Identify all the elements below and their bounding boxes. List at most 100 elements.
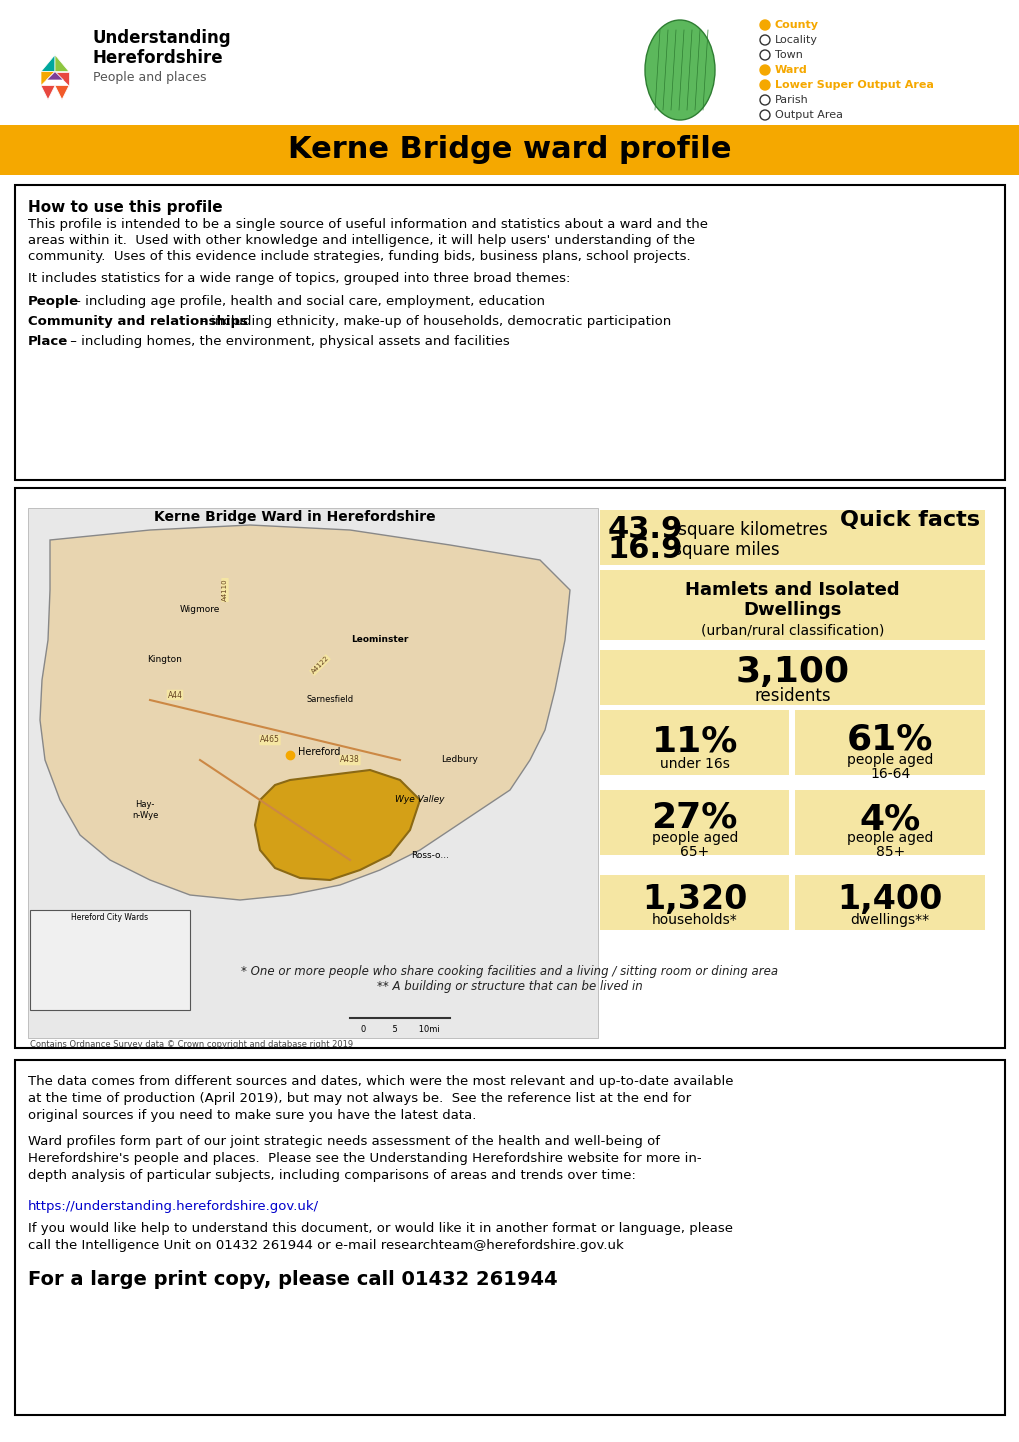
Bar [795, 790, 984, 855]
Text: – including homes, the environment, physical assets and facilities: – including homes, the environment, phys… [66, 335, 510, 348]
Text: Hereford: Hereford [298, 747, 340, 757]
Text: 3,100: 3,100 [735, 655, 849, 689]
Text: The data comes from different sources and dates, which were the most relevant an: The data comes from different sources an… [28, 1074, 733, 1089]
Text: Quick facts: Quick facts [840, 510, 979, 531]
Text: Ward profiles form part of our joint strategic needs assessment of the health an: Ward profiles form part of our joint str… [28, 1135, 659, 1148]
Text: Kington: Kington [148, 656, 182, 665]
Text: Contains Ordnance Survey data © Crown copyright and database right 2019: Contains Ordnance Survey data © Crown co… [30, 1040, 353, 1048]
Text: People and places: People and places [93, 72, 206, 85]
Text: 61%: 61% [846, 722, 932, 757]
Bar [28, 508, 597, 1038]
Bar [599, 790, 789, 855]
Text: households*: households* [651, 913, 737, 927]
Bar [795, 709, 984, 774]
Text: People: People [28, 296, 79, 309]
Text: 11%: 11% [651, 725, 737, 758]
Bar [599, 650, 984, 705]
Text: under 16s: under 16s [659, 757, 729, 771]
Text: Kerne Bridge Ward in Herefordshire: Kerne Bridge Ward in Herefordshire [154, 510, 435, 523]
Text: – including ethnicity, make-up of households, democratic participation: – including ethnicity, make-up of househ… [196, 314, 671, 327]
Text: 85+: 85+ [874, 845, 904, 859]
Circle shape [759, 79, 769, 89]
Text: 0          5        10mi: 0 5 10mi [361, 1025, 439, 1034]
Bar [0, 125, 1019, 174]
Text: * One or more people who share cooking facilities and a living / sitting room or: * One or more people who share cooking f… [242, 965, 777, 978]
Text: If you would like help to understand this document, or would like it in another : If you would like help to understand thi… [28, 1221, 733, 1234]
Polygon shape [55, 72, 69, 85]
Text: 16-64: 16-64 [869, 767, 910, 782]
Bar [599, 875, 789, 930]
Text: Place: Place [28, 335, 68, 348]
Text: It includes statistics for a wide range of topics, grouped into three broad them: It includes statistics for a wide range … [28, 273, 570, 286]
Text: dwellings**: dwellings** [850, 913, 929, 927]
Text: Hamlets and Isolated
Dwellings: Hamlets and Isolated Dwellings [685, 581, 899, 620]
Text: – including age profile, health and social care, employment, education: – including age profile, health and soci… [70, 296, 544, 309]
Text: 16.9: 16.9 [607, 535, 683, 564]
Text: community.  Uses of this evidence include strategies, funding bids, business pla: community. Uses of this evidence include… [28, 249, 690, 262]
Text: Hereford City Wards: Hereford City Wards [71, 913, 149, 923]
Bar [15, 487, 1004, 1048]
Text: Community and relationships: Community and relationships [28, 314, 248, 327]
Text: How to use this profile: How to use this profile [28, 200, 222, 215]
Bar [599, 709, 789, 774]
Text: Output Area: Output Area [774, 110, 842, 120]
Text: Town: Town [774, 50, 802, 61]
Text: square kilometres: square kilometres [673, 521, 827, 539]
Text: Lower Super Output Area: Lower Super Output Area [774, 79, 933, 89]
Text: people aged: people aged [846, 753, 932, 767]
Text: (urban/rural classification): (urban/rural classification) [700, 623, 883, 637]
Polygon shape [41, 72, 55, 85]
Text: ** A building or structure that can be lived in: ** A building or structure that can be l… [377, 981, 642, 994]
Text: Understanding: Understanding [93, 29, 231, 48]
Text: people aged: people aged [846, 831, 932, 845]
Text: 1,320: 1,320 [641, 884, 747, 917]
Text: 43.9: 43.9 [607, 515, 683, 545]
Circle shape [759, 20, 769, 30]
Polygon shape [40, 525, 570, 900]
Text: A465: A465 [260, 735, 279, 744]
Text: call the Intelligence Unit on 01432 261944 or e-mail researchteam@herefordshire.: call the Intelligence Unit on 01432 2619… [28, 1239, 624, 1252]
Text: Sarnesfield: Sarnesfield [306, 695, 354, 705]
Bar [0, 0, 1019, 130]
Bar [599, 570, 984, 640]
Text: For a large print copy, please call 01432 261944: For a large print copy, please call 0143… [28, 1270, 557, 1289]
Text: at the time of production (April 2019), but may not always be.  See the referenc: at the time of production (April 2019), … [28, 1092, 691, 1105]
Polygon shape [47, 72, 63, 79]
Bar [15, 1060, 1004, 1415]
Text: Locality: Locality [774, 35, 817, 45]
Polygon shape [55, 55, 69, 72]
Text: A4110: A4110 [222, 578, 228, 601]
Text: 1,400: 1,400 [837, 884, 942, 917]
Text: Wigmore: Wigmore [179, 606, 220, 614]
Text: Ward: Ward [774, 65, 807, 75]
Circle shape [759, 65, 769, 75]
Text: areas within it.  Used with other knowledge and intelligence, it will help users: areas within it. Used with other knowled… [28, 234, 694, 247]
Bar [795, 875, 984, 930]
Bar [30, 910, 190, 1009]
Text: 27%: 27% [651, 800, 737, 835]
Bar [15, 185, 1004, 480]
Text: Parish: Parish [774, 95, 808, 105]
Polygon shape [41, 85, 55, 99]
Text: This profile is intended to be a single source of useful information and statist: This profile is intended to be a single … [28, 218, 707, 231]
Polygon shape [255, 770, 420, 880]
Text: 4%: 4% [859, 803, 920, 836]
Text: A438: A438 [339, 756, 360, 764]
Text: A44: A44 [167, 691, 182, 699]
Text: Herefordshire's people and places.  Please see the Understanding Herefordshire w: Herefordshire's people and places. Pleas… [28, 1152, 701, 1165]
Text: Ledbury: Ledbury [441, 756, 478, 764]
Text: Leominster: Leominster [351, 636, 409, 645]
Text: Ross-o...: Ross-o... [411, 851, 448, 859]
Text: https://understanding.herefordshire.gov.uk/: https://understanding.herefordshire.gov.… [28, 1200, 319, 1213]
Text: County: County [774, 20, 818, 30]
Polygon shape [41, 55, 55, 72]
Text: 65+: 65+ [680, 845, 708, 859]
Polygon shape [55, 85, 69, 99]
Text: original sources if you need to make sure you have the latest data.: original sources if you need to make sur… [28, 1109, 476, 1122]
Ellipse shape [644, 20, 714, 120]
Polygon shape [47, 72, 63, 79]
Text: A4122: A4122 [310, 655, 330, 675]
Text: Herefordshire: Herefordshire [93, 49, 223, 66]
Text: residents: residents [753, 686, 830, 705]
Bar [599, 510, 984, 565]
